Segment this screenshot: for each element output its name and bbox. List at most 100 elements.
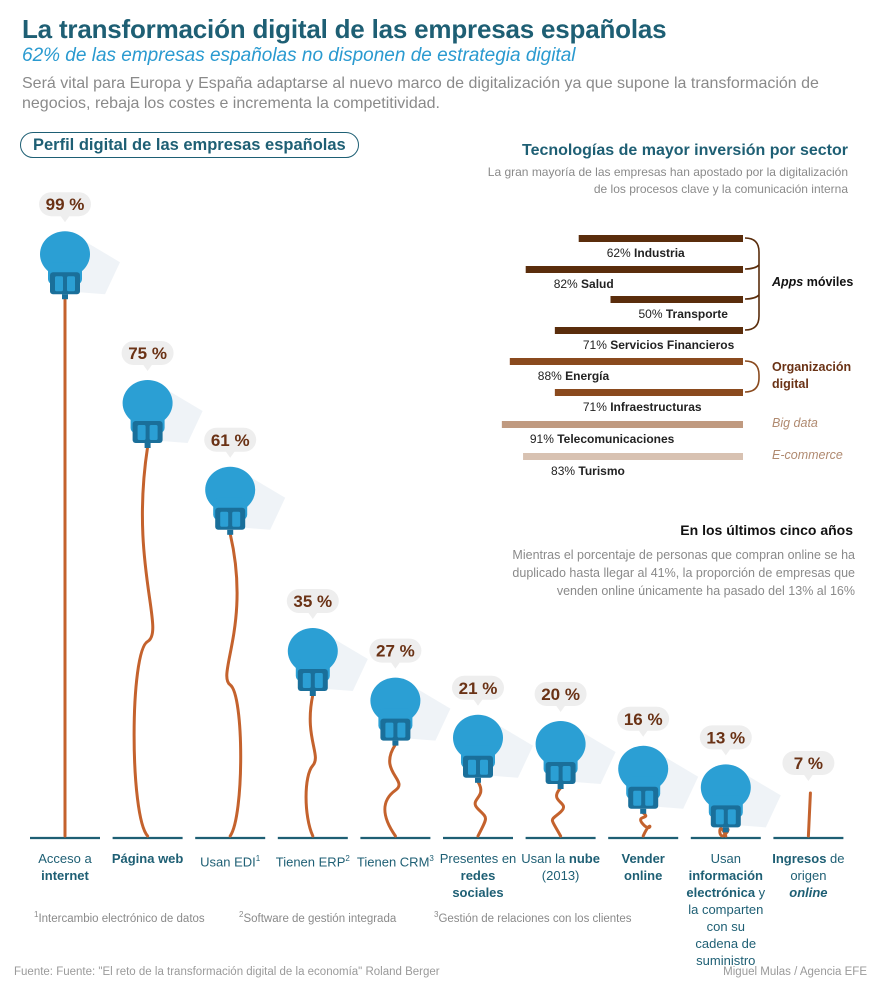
value-bubble-tail [555, 705, 566, 712]
plug-slot [715, 809, 724, 825]
five-years-text: Mientras el porcentaje de personas que c… [512, 548, 855, 598]
bulb-plug [463, 755, 493, 778]
group-label: Apps móviles [771, 275, 853, 289]
bulb-plug [380, 718, 411, 741]
cord [473, 780, 487, 838]
bulb-plug [50, 272, 80, 295]
bulb-group-2: 61 % [195, 427, 286, 840]
bulb-group-8: 13 % [690, 725, 781, 840]
page-title: La transformación digital de las empresa… [22, 14, 667, 44]
bulb-plug [297, 669, 328, 691]
sector-bars: 62% Industria 82% Salud 50% Transporte 71% … [501, 235, 853, 478]
sector-bar-label: 88% Energía [538, 369, 610, 383]
category-label-3: Tienen ERP2 [275, 854, 350, 870]
sector-bar-label: 62% Industria [607, 246, 685, 260]
bulb-plug [545, 762, 576, 784]
value-label: 75 % [128, 344, 167, 363]
sector-bar [501, 421, 743, 428]
cord [550, 786, 565, 838]
value-bubble-tail [307, 612, 318, 619]
value-bubble-tail [390, 661, 401, 669]
bulb-group-1: 75 % [112, 341, 203, 840]
bulb-group-6: 20 % [525, 682, 616, 840]
value-bubble [286, 589, 339, 613]
plug-slot [314, 673, 323, 688]
group-label: Organización digital [772, 360, 851, 391]
value-bubble-tail [60, 215, 70, 223]
plug-tip [144, 443, 151, 448]
value-label: 13 % [706, 728, 745, 747]
group-label: Big data [772, 416, 818, 430]
bulb-group-0: 99 % [30, 192, 120, 840]
value-label: 16 % [624, 710, 663, 729]
footnote-2: 2Software de gestión integrada [239, 910, 397, 925]
category-label-1: Página web [111, 851, 184, 866]
plug-slot [397, 722, 406, 738]
plug-tip [62, 294, 68, 300]
value-bubble [699, 725, 752, 750]
value-label: 21 % [459, 679, 498, 698]
value-bubble-tail [720, 748, 731, 756]
group-bracket [744, 360, 760, 393]
five-years-title: En los últimos cinco años [680, 522, 853, 538]
sector-bar [523, 453, 743, 460]
footnote-1: 1Intercambio electrónico de datos [34, 910, 205, 925]
sector-bar-label: 91% Telecomunicaciones [530, 432, 675, 446]
sector-chart-subtitle: La gran mayoría de las empresas han apos… [487, 165, 848, 196]
plug-tip [227, 529, 234, 535]
plug-slot [562, 766, 571, 781]
category-label-9: Ingresos de origen online [772, 851, 845, 900]
plug-slot [727, 809, 736, 825]
cord [383, 743, 401, 838]
bulb-group-7: 16 % [608, 706, 699, 840]
plug-slot [645, 790, 654, 806]
value-bubble-tail [803, 774, 814, 781]
sector-bar [610, 296, 743, 303]
value-bubble [452, 675, 504, 700]
category-label-7: Vender online [621, 851, 665, 883]
sector-bar-label: 50% Transporte [639, 307, 729, 321]
plug-slot [220, 511, 229, 527]
sector-bar [554, 389, 743, 396]
bulb-plug [628, 786, 659, 809]
category-label-5: Presentes en redes sociales [439, 851, 517, 900]
plug-tip [475, 777, 481, 783]
category-label-0: Acceso a internet [38, 851, 92, 883]
source-text: Fuente: Fuente: "El reto de la transform… [14, 966, 440, 978]
value-bubble [204, 427, 257, 452]
value-bubble [534, 682, 587, 706]
sector-bar-label: 83% Turismo [551, 464, 625, 478]
cord [304, 693, 317, 838]
plug-slot [149, 425, 158, 440]
category-label-8: Usan información electrónica y la compart… [686, 851, 766, 968]
plug-slot [385, 722, 394, 738]
plug-tip [557, 784, 564, 789]
sector-bar-label: 82% Salud [554, 277, 614, 291]
plug-tip [392, 740, 399, 746]
bulb-group-5: 21 % [443, 675, 533, 840]
bulb-plug [710, 805, 741, 828]
value-bubble-tail [225, 450, 236, 458]
plug-slot [550, 766, 559, 781]
footnote-3: 3Gestión de relaciones con los clientes [434, 910, 632, 925]
category-label-6: Usan la nube (2013) [521, 851, 600, 883]
value-bubble [782, 751, 835, 775]
plug-slot [67, 276, 75, 292]
value-label: 99 % [46, 195, 85, 214]
bulb-plug [215, 507, 246, 530]
cord [132, 445, 155, 838]
plug-slot [633, 790, 642, 806]
intro-text: Será vital para Europa y España adaptars… [22, 75, 819, 112]
plug-slot [480, 759, 488, 775]
group-bracket [744, 237, 760, 331]
section-pill: Perfil digital de las empresas españolas [20, 132, 359, 158]
bulb-group-4: 27 % [360, 638, 451, 840]
plug-slot [232, 511, 241, 527]
group-bracket-tick [744, 294, 760, 300]
value-label: 27 % [376, 642, 415, 661]
sector-bar [525, 266, 743, 273]
plug-slot [468, 759, 476, 775]
sector-bar-label: 71% Servicios Financieros [583, 338, 735, 352]
value-bubble [39, 192, 91, 217]
bulb-group-9: 7 % [773, 751, 844, 840]
